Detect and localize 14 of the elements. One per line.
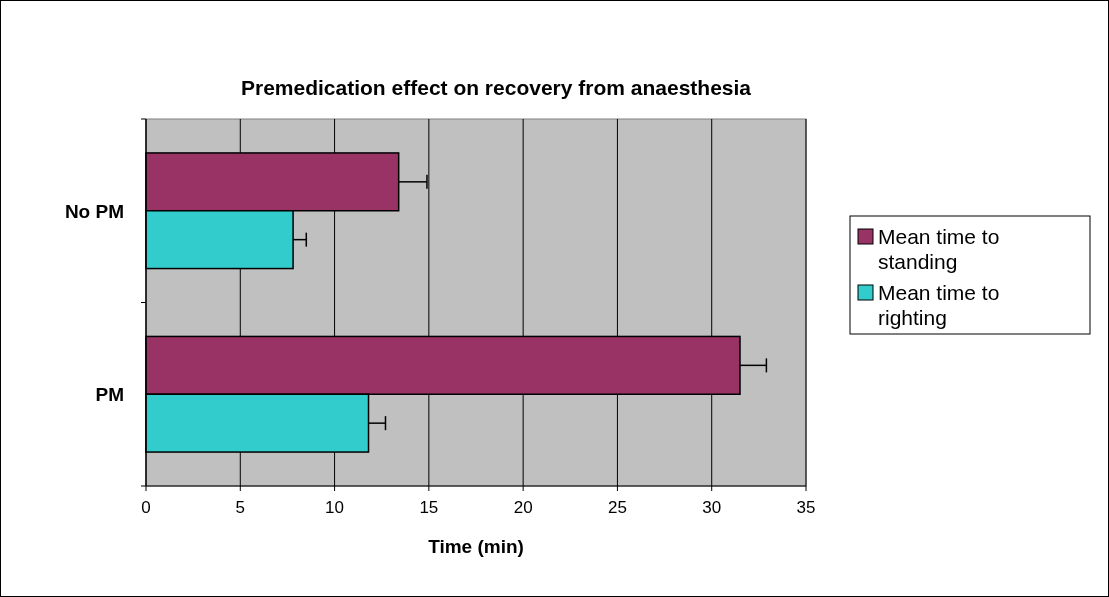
x-tick-label: 10 xyxy=(325,498,345,517)
x-axis-title: Time (min) xyxy=(428,536,524,557)
x-tick-label: 25 xyxy=(607,498,627,517)
chart-title: Premedication effect on recovery from anaesthesia xyxy=(240,76,752,99)
x-tick-label: 30 xyxy=(702,498,722,517)
x-tick-label: 0 xyxy=(141,498,151,517)
legend-label: Mean time to standing xyxy=(878,225,1000,273)
legend-label: Mean time to righting xyxy=(878,281,1000,329)
x-tick-label: 15 xyxy=(419,498,439,517)
x-tick-label: 20 xyxy=(513,498,533,517)
x-tick-label: 35 xyxy=(796,498,816,517)
y-tick-label: PM xyxy=(95,384,124,406)
x-tick-label: 5 xyxy=(235,498,246,517)
y-tick-label: No PM xyxy=(64,200,124,222)
